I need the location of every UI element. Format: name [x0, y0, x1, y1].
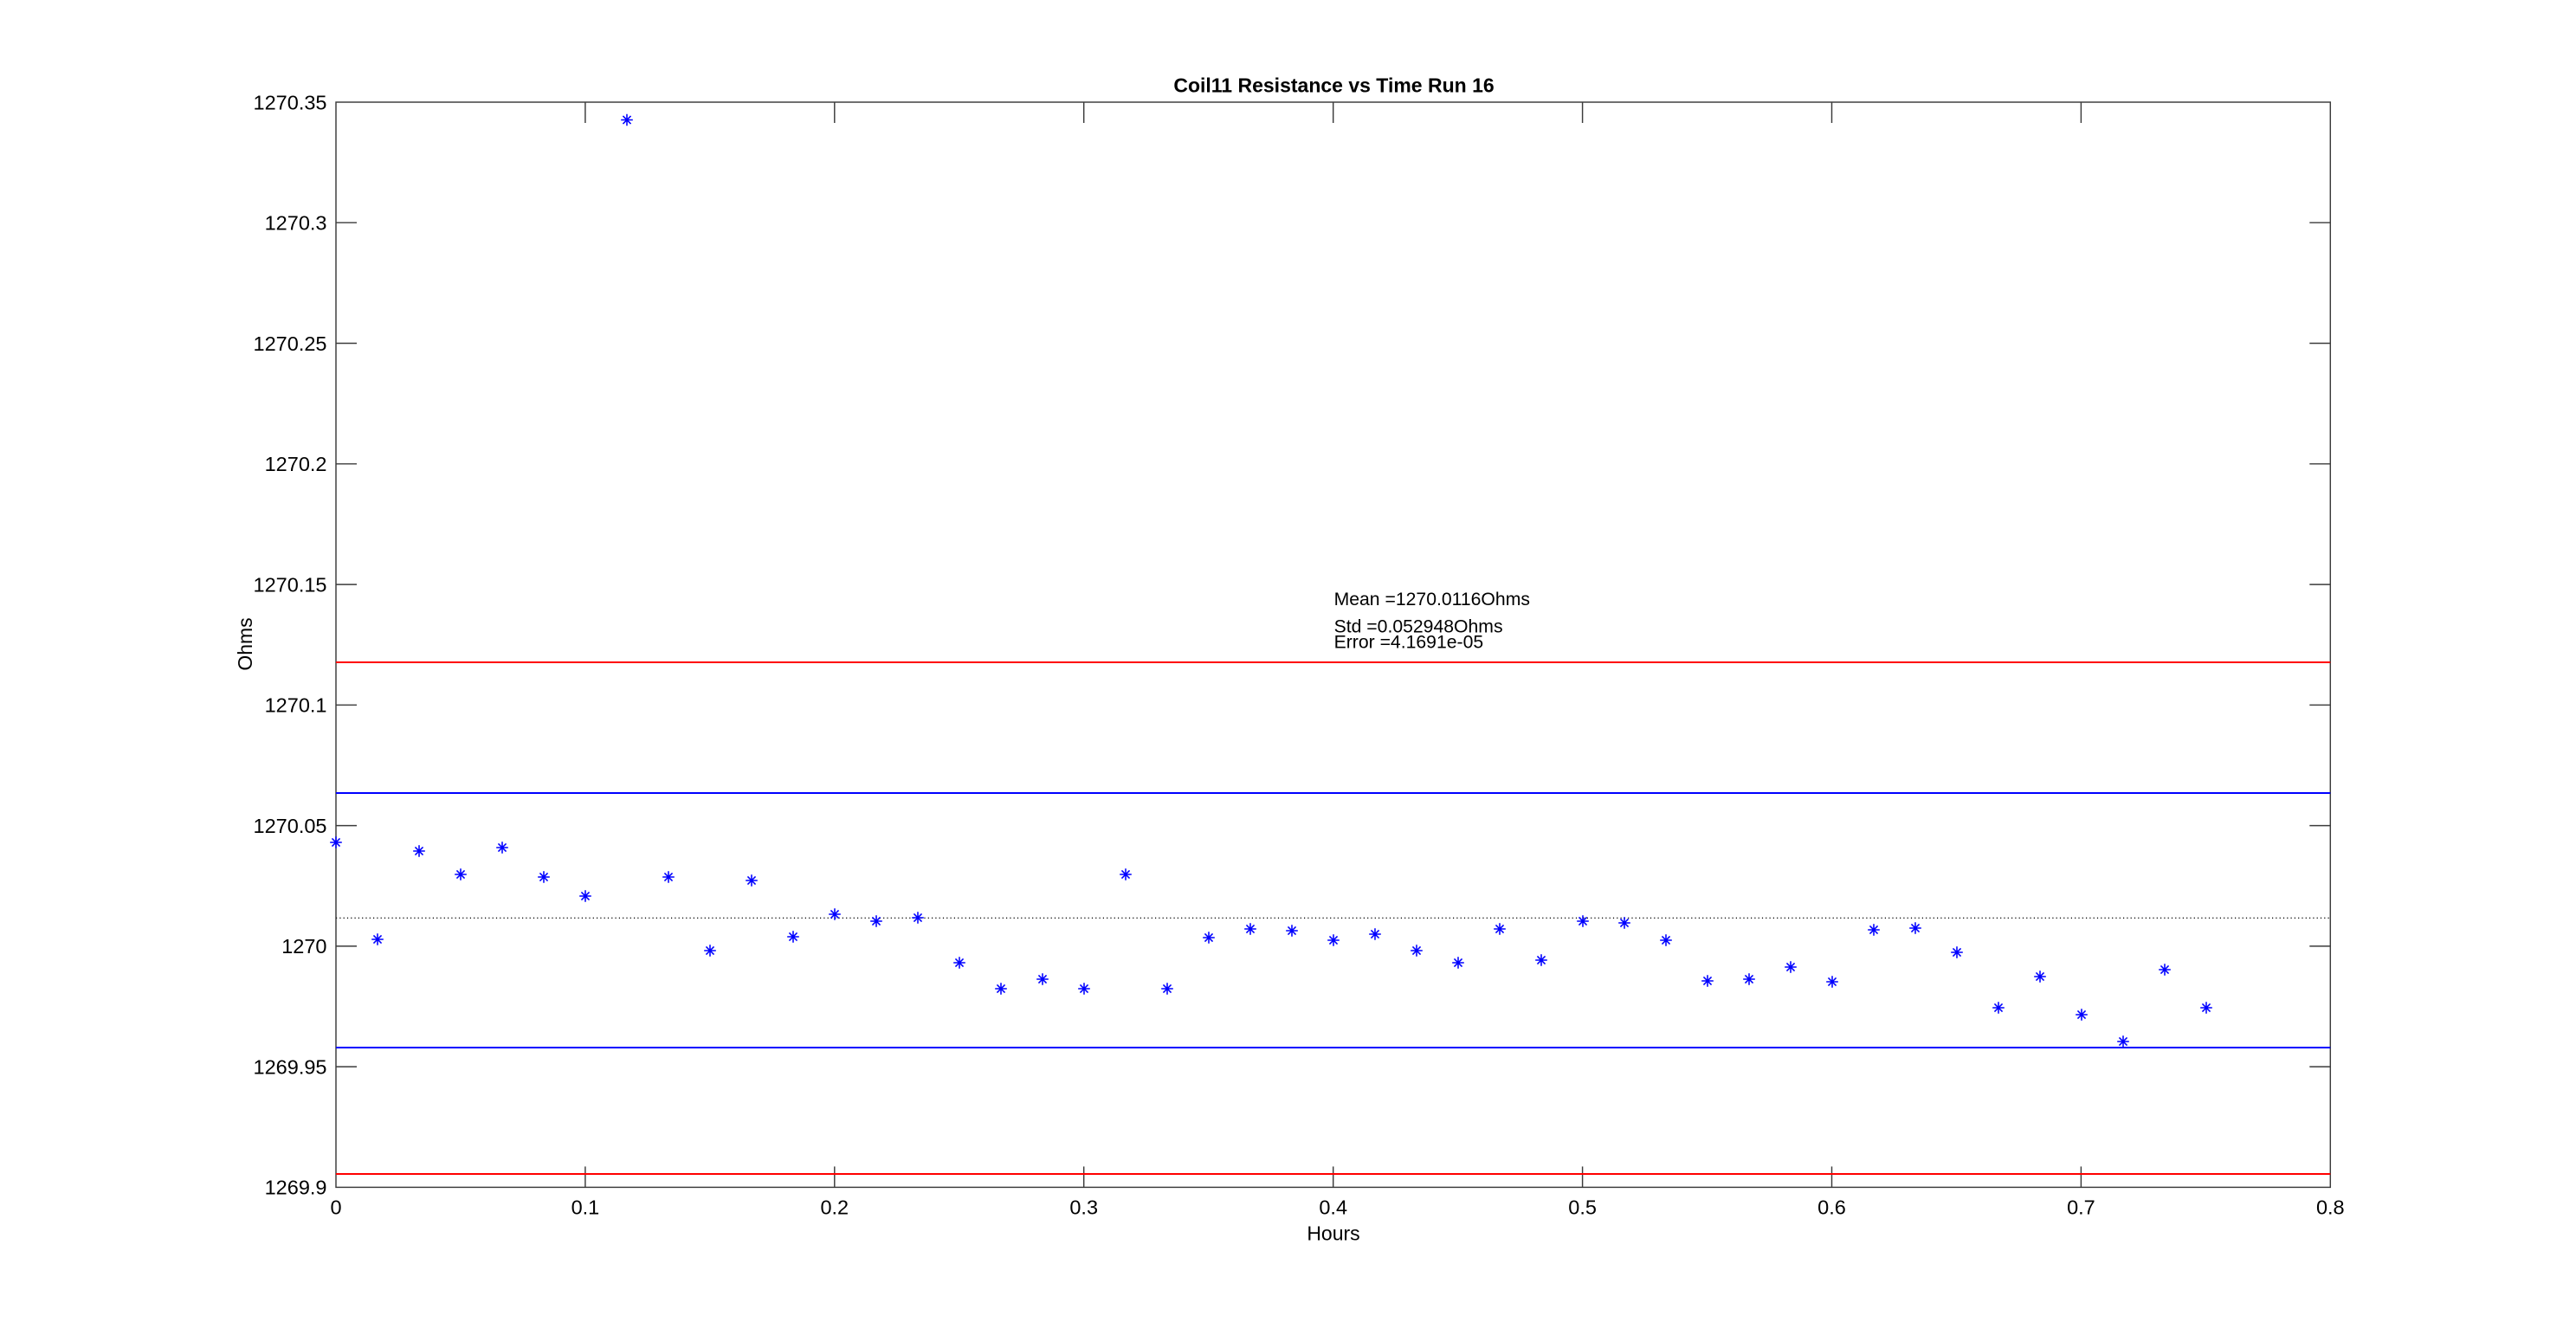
svg-text:1270: 1270	[281, 935, 326, 958]
svg-text:1270.1: 1270.1	[265, 694, 327, 717]
svg-text:0.8: 0.8	[2316, 1196, 2345, 1219]
svg-text:1270.2: 1270.2	[265, 453, 327, 475]
svg-text:0.6: 0.6	[1817, 1196, 1846, 1219]
svg-text:1270.15: 1270.15	[254, 573, 327, 596]
svg-text:0.7: 0.7	[2067, 1196, 2095, 1219]
svg-text:1269.9: 1269.9	[265, 1177, 327, 1199]
svg-text:Ohms: Ohms	[234, 617, 256, 670]
svg-text:1270.05: 1270.05	[254, 815, 327, 837]
svg-text:Std =0.052948Ohms: Std =0.052948Ohms	[1334, 616, 1503, 636]
svg-text:1269.95: 1269.95	[254, 1055, 327, 1078]
svg-text:Hours: Hours	[1307, 1222, 1359, 1244]
svg-text:0.1: 0.1	[571, 1196, 600, 1219]
svg-text:0.4: 0.4	[1319, 1196, 1347, 1219]
svg-text:0.5: 0.5	[1568, 1196, 1597, 1219]
svg-text:0: 0	[330, 1196, 341, 1219]
svg-text:Coil11 Resistance vs Time Run: Coil11 Resistance vs Time Run 16	[1173, 74, 1494, 97]
svg-text:0.3: 0.3	[1069, 1196, 1098, 1219]
svg-text:Mean =1270.0116Ohms: Mean =1270.0116Ohms	[1334, 590, 1530, 609]
svg-text:1270.25: 1270.25	[254, 332, 327, 355]
svg-text:1270.35: 1270.35	[254, 91, 327, 113]
svg-text:Error =4.1691e-05: Error =4.1691e-05	[1334, 633, 1484, 653]
svg-text:1270.3: 1270.3	[265, 212, 327, 235]
svg-text:0.2: 0.2	[820, 1196, 849, 1219]
